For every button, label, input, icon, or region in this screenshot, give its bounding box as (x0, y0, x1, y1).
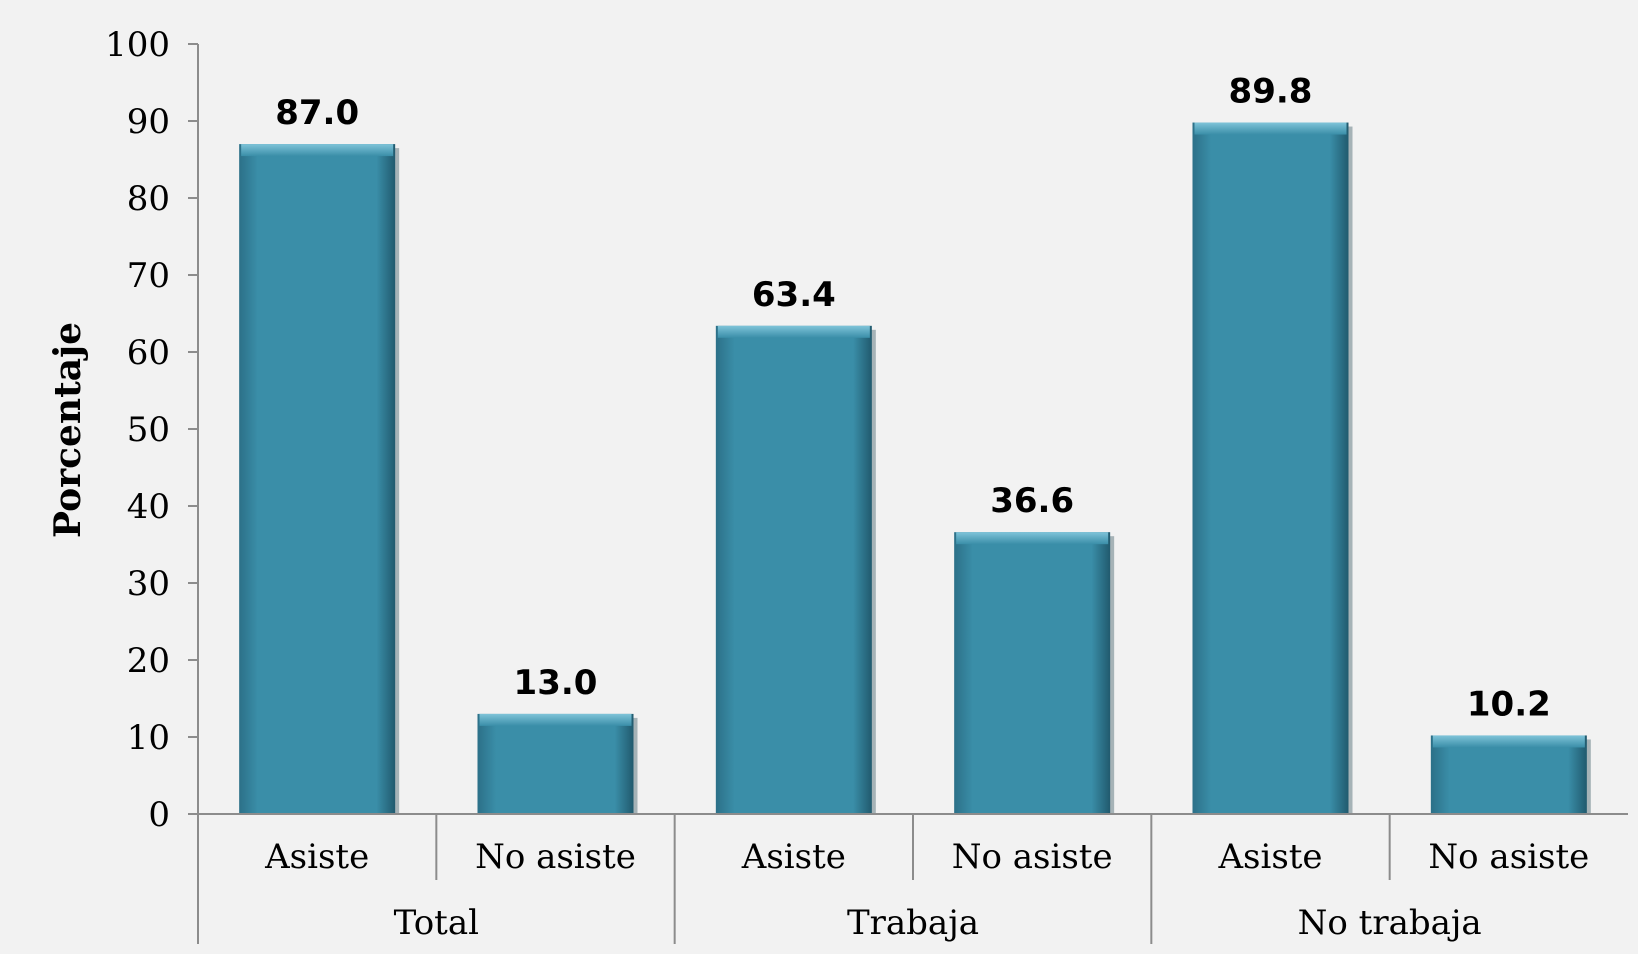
x-category-label: No asiste (475, 837, 636, 877)
data-label: 87.0 (275, 93, 359, 133)
data-label: 36.6 (990, 481, 1074, 521)
x-group-label: Trabaja (847, 903, 979, 943)
y-tick-label: 20 (127, 641, 170, 681)
bars: 87.0 13.0 63.4 36.6 89.8 10.2 (239, 72, 1591, 815)
bar-top-bevel (956, 532, 1109, 545)
y-axis: 0 10 20 30 40 50 60 70 80 90 100 (105, 25, 199, 835)
y-tick-label: 80 (127, 179, 170, 219)
bar-top-bevel (1432, 735, 1585, 748)
x-category-label: Asiste (264, 837, 369, 877)
bar (954, 532, 1111, 814)
y-axis-label: Porcentaje (47, 322, 89, 538)
y-tick-label: 50 (127, 410, 170, 450)
bar-top-bevel (717, 325, 870, 338)
y-tick-label: 10 (127, 718, 170, 758)
data-label: 63.4 (752, 275, 836, 315)
y-tick-label: 30 (127, 564, 170, 604)
x-category-label: No asiste (952, 837, 1113, 877)
x-group-label: No trabaja (1298, 903, 1482, 943)
bar-top-bevel (241, 144, 394, 157)
bar (1430, 735, 1587, 814)
data-label: 10.2 (1467, 684, 1551, 724)
data-label: 13.0 (514, 663, 598, 703)
y-tick-label: 100 (105, 25, 170, 65)
y-tick-label: 90 (127, 102, 170, 142)
y-tick-label: 0 (148, 795, 170, 835)
bar-top-bevel (1194, 122, 1347, 135)
x-category-label: No asiste (1428, 837, 1589, 877)
data-label: 89.8 (1229, 72, 1313, 112)
y-tick-label: 40 (127, 487, 170, 527)
bar-top-bevel (479, 713, 632, 726)
y-tick-label: 60 (127, 333, 170, 373)
y-tick-label: 70 (127, 256, 170, 296)
x-category-label: Asiste (741, 837, 846, 877)
bar (239, 144, 396, 815)
bar (1192, 122, 1349, 815)
x-category-label: Asiste (1217, 837, 1322, 877)
bar (477, 713, 634, 814)
bar (715, 325, 872, 814)
x-axis: Asiste No asiste Asiste No asiste Asiste No a… (188, 813, 1628, 944)
x-group-label: Total (394, 903, 479, 943)
